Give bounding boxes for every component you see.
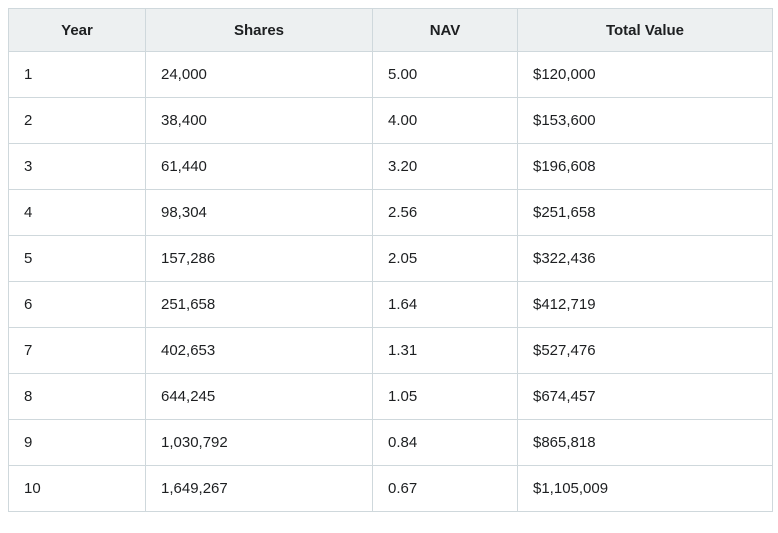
- table-row: 2 38,400 4.00 $153,600: [8, 97, 773, 144]
- cell-total-value: $1,105,009: [517, 465, 773, 512]
- cell-year: 8: [8, 373, 146, 420]
- cell-year: 9: [8, 419, 146, 466]
- cell-nav: 2.05: [372, 235, 518, 282]
- cell-total-value: $674,457: [517, 373, 773, 420]
- cell-nav: 0.84: [372, 419, 518, 466]
- table-row: 6 251,658 1.64 $412,719: [8, 281, 773, 328]
- cell-nav: 0.67: [372, 465, 518, 512]
- cell-nav: 2.56: [372, 189, 518, 236]
- cell-nav: 1.31: [372, 327, 518, 374]
- cell-year: 10: [8, 465, 146, 512]
- cell-total-value: $120,000: [517, 51, 773, 98]
- table-row: 5 157,286 2.05 $322,436: [8, 235, 773, 282]
- cell-year: 7: [8, 327, 146, 374]
- cell-shares: 251,658: [145, 281, 373, 328]
- cell-total-value: $412,719: [517, 281, 773, 328]
- table-row: 3 61,440 3.20 $196,608: [8, 143, 773, 190]
- cell-total-value: $251,658: [517, 189, 773, 236]
- table-row: 4 98,304 2.56 $251,658: [8, 189, 773, 236]
- cell-nav: 4.00: [372, 97, 518, 144]
- cell-shares: 38,400: [145, 97, 373, 144]
- cell-nav: 3.20: [372, 143, 518, 190]
- cell-nav: 1.05: [372, 373, 518, 420]
- column-header-total-value: Total Value: [517, 8, 773, 52]
- cell-total-value: $196,608: [517, 143, 773, 190]
- cell-shares: 98,304: [145, 189, 373, 236]
- data-table: Year Shares NAV Total Value 1 24,000 5.00 $120…: [8, 8, 773, 512]
- cell-shares: 644,245: [145, 373, 373, 420]
- cell-nav: 5.00: [372, 51, 518, 98]
- cell-shares: 24,000: [145, 51, 373, 98]
- table-row: 10 1,649,267 0.67 $1,105,009: [8, 465, 773, 512]
- table-row: 7 402,653 1.31 $527,476: [8, 327, 773, 374]
- cell-year: 2: [8, 97, 146, 144]
- table-body: 1 24,000 5.00 $120,000 2 38,400 4.00 $153,600 3 6…: [8, 51, 773, 512]
- table-row: 8 644,245 1.05 $674,457: [8, 373, 773, 420]
- cell-shares: 61,440: [145, 143, 373, 190]
- column-header-year: Year: [8, 8, 146, 52]
- cell-shares: 1,649,267: [145, 465, 373, 512]
- cell-year: 1: [8, 51, 146, 98]
- cell-year: 4: [8, 189, 146, 236]
- column-header-shares: Shares: [145, 8, 373, 52]
- table-container: Year Shares NAV Total Value 1 24,000 5.00 $120…: [8, 8, 778, 512]
- cell-total-value: $153,600: [517, 97, 773, 144]
- table-row: 1 24,000 5.00 $120,000: [8, 51, 773, 98]
- cell-total-value: $322,436: [517, 235, 773, 282]
- cell-year: 6: [8, 281, 146, 328]
- cell-total-value: $527,476: [517, 327, 773, 374]
- cell-total-value: $865,818: [517, 419, 773, 466]
- cell-shares: 402,653: [145, 327, 373, 374]
- header-row: Year Shares NAV Total Value: [8, 8, 773, 52]
- cell-year: 3: [8, 143, 146, 190]
- cell-shares: 1,030,792: [145, 419, 373, 466]
- cell-shares: 157,286: [145, 235, 373, 282]
- cell-nav: 1.64: [372, 281, 518, 328]
- column-header-nav: NAV: [372, 8, 518, 52]
- table-row: 9 1,030,792 0.84 $865,818: [8, 419, 773, 466]
- cell-year: 5: [8, 235, 146, 282]
